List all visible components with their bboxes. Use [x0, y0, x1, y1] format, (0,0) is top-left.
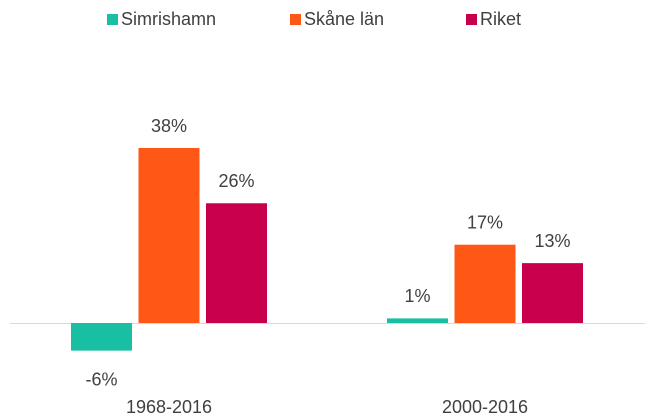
x-tick-label: 2000-2016 [442, 397, 528, 417]
bar [522, 263, 583, 323]
data-label: 26% [218, 171, 254, 191]
legend-swatch [290, 14, 301, 25]
legend-label: Riket [480, 9, 521, 29]
data-label: 1% [404, 286, 430, 306]
data-label: 38% [151, 116, 187, 136]
legend-swatch [107, 14, 118, 25]
bar [454, 244, 516, 323]
data-label: 13% [534, 231, 570, 251]
bar [71, 323, 132, 351]
legend-label: Simrishamn [121, 9, 216, 29]
data-label: 17% [467, 212, 503, 232]
legend-swatch [466, 14, 477, 25]
bar [387, 318, 448, 323]
bar [138, 148, 200, 323]
x-tick-label: 1968-2016 [126, 397, 212, 417]
bar [206, 203, 267, 323]
data-label: -6% [85, 369, 117, 389]
legend-label: Skåne län [304, 9, 384, 29]
